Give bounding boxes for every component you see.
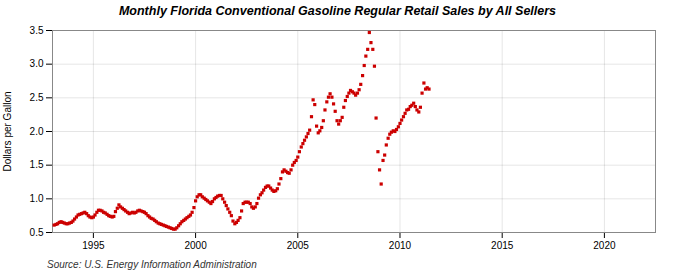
- svg-text:2.0: 2.0: [30, 126, 44, 137]
- svg-text:2005: 2005: [287, 240, 310, 251]
- svg-text:1.5: 1.5: [30, 159, 44, 170]
- html-text:Monthly Florida Conventional G: Monthly Florida Conventional Gasoline Re…: [118, 4, 557, 18]
- svg-text:1.0: 1.0: [30, 193, 44, 204]
- svg-text:2020: 2020: [593, 240, 616, 251]
- html-text:Source: U.S. Energy Informatio: Source: U.S. Energy Information Administ…: [47, 259, 257, 270]
- svg-text:2015: 2015: [491, 240, 514, 251]
- svg-text:3.0: 3.0: [30, 58, 44, 69]
- svg-text:2000: 2000: [184, 240, 207, 251]
- svg-text:2.5: 2.5: [30, 92, 44, 103]
- svg-text:Dollars per Gallon: Dollars per Gallon: [2, 91, 13, 171]
- svg-text:2010: 2010: [389, 240, 412, 251]
- svg-text:1995: 1995: [82, 240, 105, 251]
- svg-text:0.5: 0.5: [30, 227, 44, 238]
- svg-text:3.5: 3.5: [30, 25, 44, 36]
